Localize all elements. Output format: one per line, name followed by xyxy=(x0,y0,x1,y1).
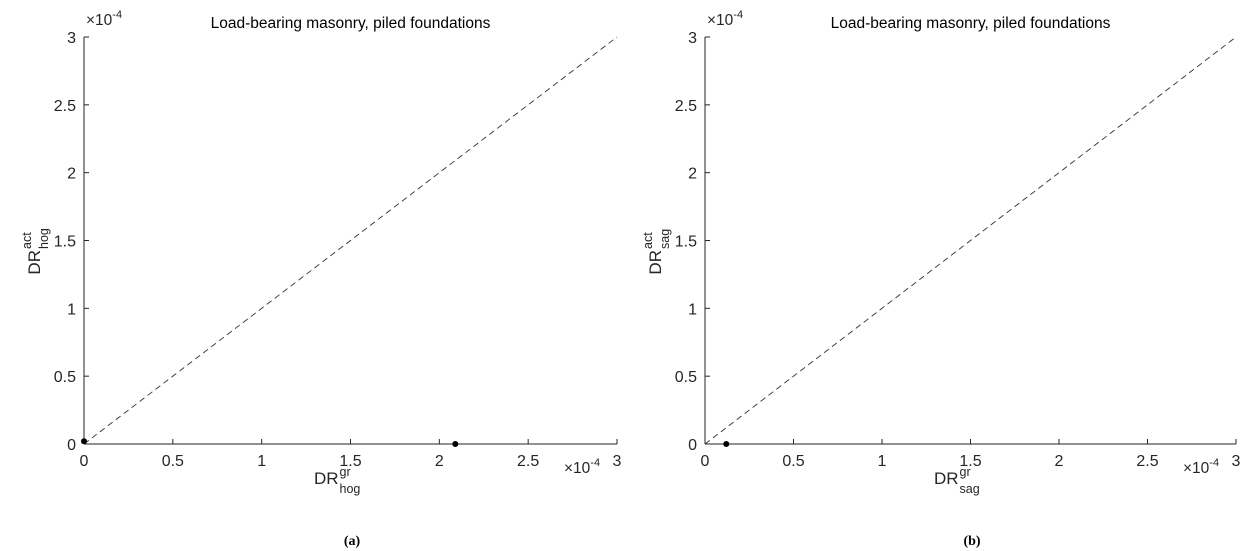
svg-text:act: act xyxy=(20,232,34,249)
panel-b: 00 0.5 0.5 1 1 1.5 1.5 2 2 2.5 2.5 3 3 Load-bearing m… xyxy=(641,9,1241,549)
data-point xyxy=(452,441,459,447)
chart-title: Load-bearing masonry, piled foundations xyxy=(831,15,1111,32)
x-tick-label: 1 xyxy=(878,453,887,470)
x-axis-label: DR gr hog xyxy=(314,465,360,496)
svg-text:gr: gr xyxy=(340,465,351,479)
x-axis-label: DR gr sag xyxy=(934,465,980,496)
y-tick-label: 1 xyxy=(67,301,76,318)
chart-title: Load-bearing masonry, piled foundations xyxy=(211,15,491,32)
x-multiplier: ×10-4 xyxy=(1183,457,1219,477)
y-tick-label: 0 xyxy=(688,437,697,454)
x-tick-label: 2 xyxy=(435,453,444,470)
x-tick-label: 1.5 xyxy=(959,453,981,470)
svg-text:DR: DR xyxy=(314,469,339,488)
x-tick-label: 1 xyxy=(257,453,266,470)
svg-text:DR: DR xyxy=(25,250,44,275)
y-tick-label: 2.5 xyxy=(54,98,76,115)
x-tick-label: 2 xyxy=(1055,453,1064,470)
reference-line-y-equals-x xyxy=(83,36,618,445)
x-tick-label: 2.5 xyxy=(517,453,539,470)
x-tick-label: 1.5 xyxy=(339,453,361,470)
y-tick-label: 1.5 xyxy=(54,234,76,251)
x-tick-label: 0.5 xyxy=(162,453,184,470)
svg-text:DR: DR xyxy=(646,250,665,275)
y-tick-label: 0.5 xyxy=(54,369,76,386)
y-tick-label: 3 xyxy=(688,30,697,47)
x-tick-label: 3 xyxy=(1232,453,1241,470)
y-tick-label: 3 xyxy=(67,30,76,47)
y-tick-label: 0 xyxy=(67,437,76,454)
x-tick-label: 2.5 xyxy=(1136,453,1158,470)
panel-caption: (a) xyxy=(344,534,361,549)
svg-text:DR: DR xyxy=(934,469,959,488)
x-tick-label: 0.5 xyxy=(782,453,804,470)
svg-text:hog: hog xyxy=(37,228,51,249)
svg-text:act: act xyxy=(641,232,655,249)
reference-line-y-equals-x xyxy=(704,36,1237,445)
x-multiplier: ×10-4 xyxy=(564,457,600,477)
x-tick-label: 0 xyxy=(80,453,89,470)
y-multiplier: ×10-4 xyxy=(707,9,743,29)
y-tick-label: 2 xyxy=(67,166,76,183)
y-multiplier: ×10-4 xyxy=(86,9,122,29)
panel-caption: (b) xyxy=(963,534,980,549)
svg-text:sag: sag xyxy=(960,482,980,496)
y-tick-label: 2 xyxy=(688,166,697,183)
data-point xyxy=(723,441,730,447)
y-tick-label: 1.5 xyxy=(675,234,697,251)
y-tick-label: 0.5 xyxy=(675,369,697,386)
svg-text:gr: gr xyxy=(960,465,971,479)
svg-text:hog: hog xyxy=(340,482,361,496)
y-tick-label: 2.5 xyxy=(675,98,697,115)
svg-text:sag: sag xyxy=(658,229,672,249)
panel-a: 00 0.5 0.5 1 1 1.5 1.5 2 2 2.5 2.5 3 3 Load-bearing m… xyxy=(20,9,622,549)
x-tick-label: 0 xyxy=(701,453,710,470)
data-point xyxy=(81,438,87,445)
y-tick-label: 1 xyxy=(688,301,697,318)
x-tick-label: 3 xyxy=(613,453,622,470)
